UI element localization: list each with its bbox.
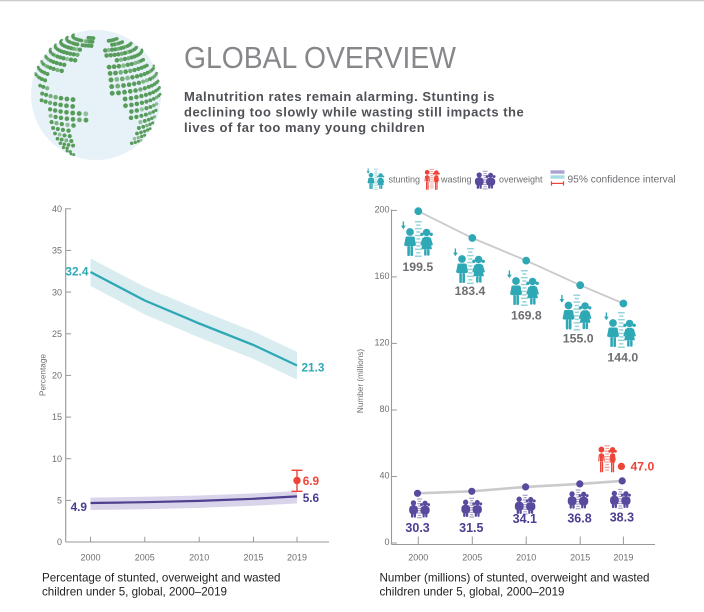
svg-text:20: 20 (52, 371, 62, 381)
svg-text:6.9: 6.9 (303, 474, 320, 488)
svg-text:200: 200 (374, 205, 389, 215)
svg-text:Number (millions) of stunted,: Number (millions) of stunted, overweight… (380, 572, 650, 585)
svg-text:declining too slowly while was: declining too slowly while wasting still… (184, 104, 524, 119)
svg-text:35: 35 (52, 246, 62, 256)
svg-text:21.3: 21.3 (302, 361, 325, 375)
svg-text:2010: 2010 (189, 553, 209, 563)
svg-text:0: 0 (384, 537, 389, 547)
svg-text:children under 5, global, 2000: children under 5, global, 2000–2019 (42, 586, 227, 599)
svg-text:2019: 2019 (287, 553, 307, 563)
svg-text:2010: 2010 (516, 553, 536, 563)
svg-text:155.0: 155.0 (563, 332, 594, 346)
svg-text:Percentage: Percentage (39, 354, 48, 396)
svg-text:4.9: 4.9 (71, 500, 88, 514)
svg-text:2000: 2000 (80, 553, 100, 563)
svg-text:30: 30 (52, 287, 62, 297)
svg-text:144.0: 144.0 (607, 351, 638, 365)
svg-text:2000: 2000 (408, 553, 428, 563)
svg-text:47.0: 47.0 (631, 460, 655, 474)
svg-text:40: 40 (52, 204, 62, 214)
svg-text:0: 0 (57, 537, 62, 547)
svg-text:34.1: 34.1 (513, 512, 537, 526)
svg-text:30.3: 30.3 (405, 521, 429, 535)
svg-text:38.3: 38.3 (610, 511, 634, 525)
svg-text:80: 80 (379, 404, 389, 414)
svg-text:Percentage of stunted, overwei: Percentage of stunted, overweight and wa… (42, 572, 280, 585)
svg-text:36.8: 36.8 (567, 512, 591, 526)
svg-text:5.6: 5.6 (303, 491, 320, 505)
svg-text:160: 160 (374, 271, 389, 281)
svg-text:stunting: stunting (389, 174, 421, 184)
svg-text:183.4: 183.4 (455, 284, 486, 298)
svg-text:Malnutrition rates remain alar: Malnutrition rates remain alarming. Stun… (184, 89, 495, 104)
svg-text:31.5: 31.5 (459, 521, 483, 535)
svg-text:GLOBAL OVERVIEW: GLOBAL OVERVIEW (184, 41, 456, 75)
svg-text:95% confidence interval: 95% confidence interval (568, 174, 676, 185)
svg-text:199.5: 199.5 (402, 260, 433, 274)
svg-text:2015: 2015 (243, 553, 263, 563)
svg-text:lives of far too many young ch: lives of far too many young children (184, 120, 425, 135)
svg-text:2005: 2005 (462, 553, 482, 563)
svg-text:2015: 2015 (570, 553, 590, 563)
svg-text:120: 120 (374, 338, 389, 348)
svg-text:5: 5 (57, 496, 62, 506)
svg-text:10: 10 (52, 454, 62, 464)
svg-text:15: 15 (52, 412, 62, 422)
svg-text:25: 25 (52, 329, 62, 339)
svg-text:32.4: 32.4 (65, 264, 88, 278)
svg-text:2005: 2005 (135, 553, 155, 563)
svg-text:Number (millions): Number (millions) (356, 349, 365, 413)
svg-text:169.8: 169.8 (511, 308, 542, 322)
svg-text:40: 40 (379, 471, 389, 481)
svg-text:overweight: overweight (499, 174, 543, 184)
svg-text:2019: 2019 (613, 553, 633, 563)
svg-text:wasting: wasting (440, 174, 472, 184)
svg-text:children under 5, global, 2000: children under 5, global, 2000–2019 (380, 586, 565, 599)
